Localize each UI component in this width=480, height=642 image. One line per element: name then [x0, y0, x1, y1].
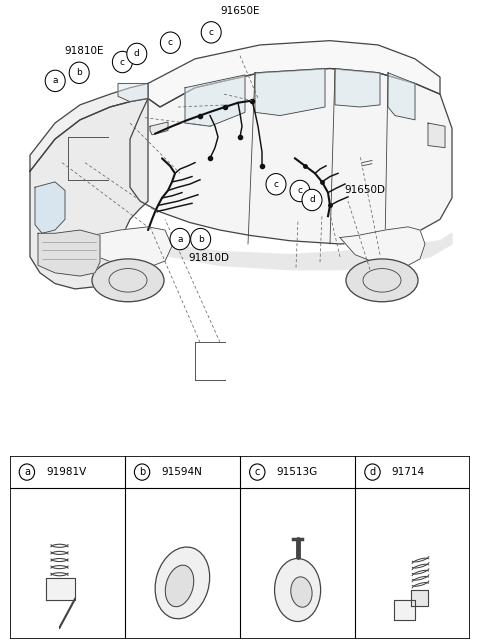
Ellipse shape [165, 565, 194, 607]
Polygon shape [130, 69, 452, 244]
Polygon shape [388, 73, 415, 120]
Polygon shape [30, 83, 148, 171]
Ellipse shape [291, 577, 312, 607]
Text: d: d [309, 195, 315, 205]
Polygon shape [118, 83, 148, 101]
Circle shape [266, 173, 286, 195]
Text: d: d [134, 49, 140, 58]
Text: b: b [198, 234, 204, 243]
Text: c: c [120, 58, 125, 67]
Polygon shape [30, 98, 148, 289]
Text: c: c [274, 180, 278, 189]
Text: c: c [254, 467, 260, 477]
Circle shape [201, 22, 221, 43]
Polygon shape [38, 230, 100, 276]
Text: 91810D: 91810D [188, 253, 229, 263]
Text: a: a [24, 467, 30, 477]
Circle shape [112, 51, 132, 73]
Ellipse shape [275, 559, 321, 621]
Text: 91594N: 91594N [161, 467, 202, 477]
Text: 91981V: 91981V [46, 467, 86, 477]
Text: b: b [139, 467, 145, 477]
Text: c: c [168, 38, 173, 48]
Text: 91513G: 91513G [276, 467, 318, 477]
Text: a: a [52, 76, 58, 85]
Circle shape [160, 32, 180, 53]
Text: d: d [370, 467, 375, 477]
Text: c: c [209, 28, 214, 37]
Polygon shape [340, 227, 425, 265]
Text: 91810E: 91810E [64, 46, 104, 56]
Text: a: a [177, 234, 183, 243]
Circle shape [45, 70, 65, 92]
Text: c: c [298, 186, 302, 196]
Circle shape [170, 229, 190, 250]
Text: 91650E: 91650E [220, 6, 260, 16]
Polygon shape [46, 578, 75, 600]
Circle shape [69, 62, 89, 83]
Circle shape [127, 43, 147, 65]
Polygon shape [335, 69, 380, 107]
Circle shape [365, 464, 380, 480]
Text: 91650D: 91650D [344, 186, 385, 196]
Polygon shape [148, 40, 440, 107]
Ellipse shape [346, 259, 418, 302]
Circle shape [302, 189, 322, 211]
Polygon shape [150, 122, 168, 135]
Polygon shape [428, 123, 445, 148]
Ellipse shape [155, 547, 210, 619]
Text: 91714: 91714 [392, 467, 425, 477]
Polygon shape [411, 590, 428, 606]
Polygon shape [35, 182, 65, 233]
Ellipse shape [92, 259, 164, 302]
Circle shape [290, 180, 310, 202]
Circle shape [19, 464, 35, 480]
Polygon shape [130, 233, 452, 270]
Circle shape [134, 464, 150, 480]
Polygon shape [80, 227, 172, 268]
Polygon shape [185, 75, 245, 126]
Text: b: b [76, 68, 82, 77]
Circle shape [250, 464, 265, 480]
Circle shape [191, 229, 211, 250]
Polygon shape [60, 598, 75, 629]
Polygon shape [255, 69, 325, 116]
Polygon shape [394, 600, 415, 620]
